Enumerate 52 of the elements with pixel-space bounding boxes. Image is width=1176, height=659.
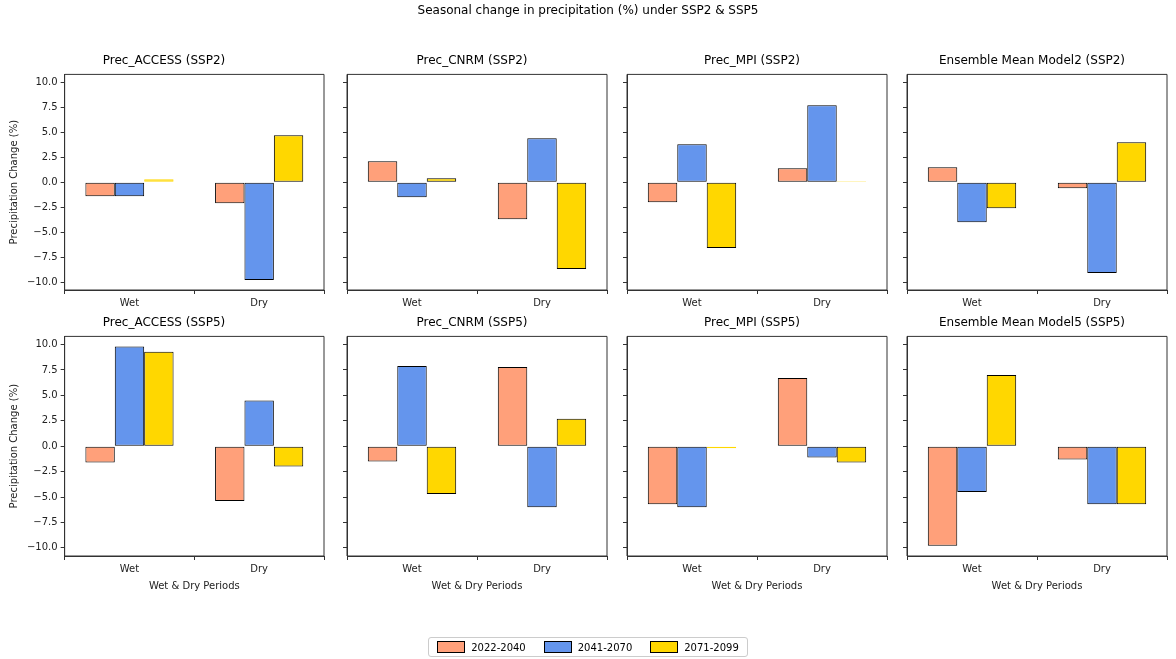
y-tick-label: 10.0 [35, 75, 58, 87]
x-tick-label: Dry [250, 296, 269, 308]
y-tick-label: −2.5 [33, 200, 58, 212]
chart-title: Prec_ACCESS (SSP2) [102, 53, 226, 68]
y-tick-label: −7.5 [33, 250, 58, 262]
y-tick-label: −5.0 [33, 225, 58, 237]
legend-label: 2022-2040 [471, 641, 526, 653]
y-axis-title: Precipitation Change (%) [7, 119, 19, 245]
x-tick-label: Dry [1093, 296, 1111, 308]
y-tick-label: 0.0 [41, 175, 58, 187]
x-axis-title: Wet & Dry Periods [711, 579, 803, 591]
chart-title: Ensemble Mean Model5 (SSP5) [938, 315, 1126, 330]
legend-label: 2071-2099 [684, 641, 739, 653]
y-tick-label: −10.0 [26, 275, 58, 287]
x-tick-label: Wet [119, 562, 140, 574]
y-tick-label: 7.5 [41, 100, 58, 112]
x-tick-label: Wet [402, 562, 422, 574]
y-tick-label: −7.5 [33, 516, 58, 528]
y-tick-label: 2.5 [41, 150, 58, 162]
x-tick-label: Wet [962, 296, 982, 308]
x-tick-label: Wet [119, 296, 140, 308]
chart-title: Prec_CNRM (SSP5) [416, 315, 528, 330]
y-tick-label: 5.0 [41, 388, 58, 400]
chart-title: Prec_MPI (SSP5) [703, 315, 801, 330]
y-tick-label: 0.0 [41, 439, 58, 451]
legend-label: 2041-2070 [577, 641, 633, 653]
y-tick-label: 2.5 [41, 414, 58, 426]
x-tick-label: Dry [813, 296, 831, 308]
x-axis-title: Wet & Dry Periods [148, 579, 240, 591]
text: Seasonal change in precipitation (%) under SSP2 & SSP5 [416, 3, 760, 17]
x-tick-label: Wet [682, 562, 702, 574]
chart-title: Prec_CNRM (SSP2) [416, 53, 528, 68]
x-axis-title: Wet & Dry Periods [431, 579, 523, 591]
x-tick-label: Dry [533, 296, 551, 308]
chart-title: Prec_MPI (SSP2) [703, 53, 801, 68]
x-tick-label: Dry [533, 562, 551, 574]
x-axis-title: Wet & Dry Periods [991, 579, 1083, 591]
chart-title: Prec_ACCESS (SSP5) [102, 315, 226, 330]
y-tick-label: 5.0 [41, 125, 58, 137]
x-tick-label: Dry [1093, 562, 1111, 574]
y-tick-label: −2.5 [33, 465, 58, 477]
x-tick-label: Dry [250, 562, 269, 574]
y-tick-label: 7.5 [41, 363, 58, 375]
y-tick-label: −5.0 [33, 490, 58, 502]
x-tick-label: Wet [962, 562, 982, 574]
y-tick-label: −10.0 [26, 541, 58, 553]
y-tick-label: 10.0 [35, 338, 58, 350]
chart-title: Ensemble Mean Model2 (SSP2) [938, 53, 1126, 68]
x-tick-label: Dry [813, 562, 831, 574]
x-tick-label: Wet [682, 296, 702, 308]
y-axis-title: Precipitation Change (%) [7, 383, 19, 509]
x-tick-label: Wet [402, 296, 422, 308]
